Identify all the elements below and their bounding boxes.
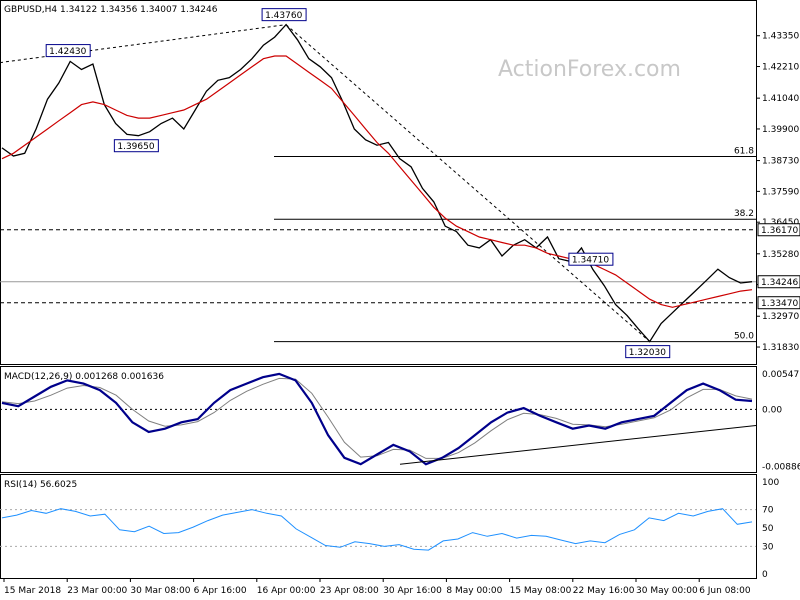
x-tick-label: 8 May 00:00 xyxy=(446,586,502,596)
x-tick-label: 15 May 08:00 xyxy=(510,586,572,596)
price-line xyxy=(1,23,753,343)
symbol-header: GBPUSD,H4 1.34122 1.34356 1.34007 1.3424… xyxy=(4,5,218,15)
price-tick-label: 1.41040 xyxy=(762,94,799,104)
x-tick-label: 23 Apr 08:00 xyxy=(320,586,379,596)
price-label-text: 1.39650 xyxy=(117,142,154,152)
macd-tick-label: 0.00 xyxy=(762,405,782,415)
price-label-text: 1.43760 xyxy=(265,11,302,21)
x-tick-label: 30 May 00:00 xyxy=(636,586,698,596)
macd-tick-label: -0.00886 xyxy=(762,463,800,473)
rsi-line xyxy=(1,508,753,551)
price-tick-label: 1.35280 xyxy=(762,250,799,260)
moving-average-line xyxy=(1,55,753,308)
price-tick-label: 1.38730 xyxy=(762,157,799,167)
price-tick-label: 1.36450 xyxy=(762,218,799,228)
x-tick-label: 22 May 16:00 xyxy=(573,586,635,596)
macd-series: 0.00547 0.00 -0.00886 xyxy=(0,370,800,473)
fib-level-label: 61.8 xyxy=(734,147,754,157)
right-label-text: 1.36170 xyxy=(761,226,798,236)
price-tick-label: 1.37590 xyxy=(762,187,799,197)
price-series xyxy=(1,23,753,343)
right-label-box xyxy=(757,275,800,289)
fib-level-label: 38.2 xyxy=(734,209,754,219)
price-label-box xyxy=(113,139,159,153)
x-tick-label: 15 Mar 2018 xyxy=(4,586,61,596)
x-tick-label: 30 Mar 08:00 xyxy=(130,586,190,596)
macd-trendline xyxy=(399,425,757,465)
right-price-labels: 1.36170 1.34246 1.33470 xyxy=(757,223,800,310)
rsi-tick-label: 70 xyxy=(762,506,774,516)
price-tick-label: 1.32970 xyxy=(762,312,799,322)
falling-trendline xyxy=(285,24,651,343)
right-label-box xyxy=(757,223,800,237)
price-labels: 1.43760 1.42430 1.39650 1.34710 1.32030 xyxy=(45,8,671,359)
price-label-text: 1.42430 xyxy=(49,47,86,57)
price-label-box xyxy=(261,8,307,22)
rsi-tick-label: 30 xyxy=(762,542,774,552)
rsi-tick-label: 0 xyxy=(762,570,768,580)
price-label-box xyxy=(568,252,614,266)
price-label-box xyxy=(45,44,91,58)
macd-signal-line xyxy=(1,377,753,459)
price-pane xyxy=(0,0,757,365)
horizontal-levels: 61.8 38.2 50.0 xyxy=(0,24,756,343)
price-label-text: 1.34710 xyxy=(572,256,609,266)
rsi-tick-label: 100 xyxy=(762,478,779,488)
macd-tick-label: 0.00547 xyxy=(762,370,799,380)
fib-level-label: 50.0 xyxy=(734,332,754,342)
watermark: ActionForex.com xyxy=(498,57,681,82)
x-axis: 15 Mar 2018 23 Mar 00:00 30 Mar 08:00 6 Apr… xyxy=(3,578,751,596)
right-label-text: 1.33470 xyxy=(761,299,798,309)
rsi-series: 100 70 50 30 0 xyxy=(0,478,779,580)
right-label-box xyxy=(757,296,800,310)
price-label-text: 1.32030 xyxy=(629,348,666,358)
x-tick-label: 6 Apr 16:00 xyxy=(194,586,247,596)
rsi-pane xyxy=(0,474,757,579)
rsi-header: RSI(14) 56.6025 xyxy=(4,480,77,490)
price-tick-label: 1.42210 xyxy=(762,63,799,73)
macd-header: MACD(12,26,9) 0.001268 0.001636 xyxy=(4,372,164,382)
macd-line xyxy=(1,372,753,466)
rsi-tick-label: 50 xyxy=(762,524,774,534)
price-tick-label: 1.31830 xyxy=(762,343,799,353)
x-tick-label: 30 Apr 16:00 xyxy=(383,586,442,596)
price-tick-label: 1.43350 xyxy=(762,32,799,42)
x-tick-label: 23 Mar 00:00 xyxy=(67,586,127,596)
x-tick-label: 16 Apr 00:00 xyxy=(257,586,316,596)
right-label-text: 1.34246 xyxy=(761,278,798,288)
price-label-box xyxy=(625,345,671,359)
price-tick-label: 1.39900 xyxy=(762,125,799,135)
x-tick-label: 6 Jun 08:00 xyxy=(699,586,751,596)
